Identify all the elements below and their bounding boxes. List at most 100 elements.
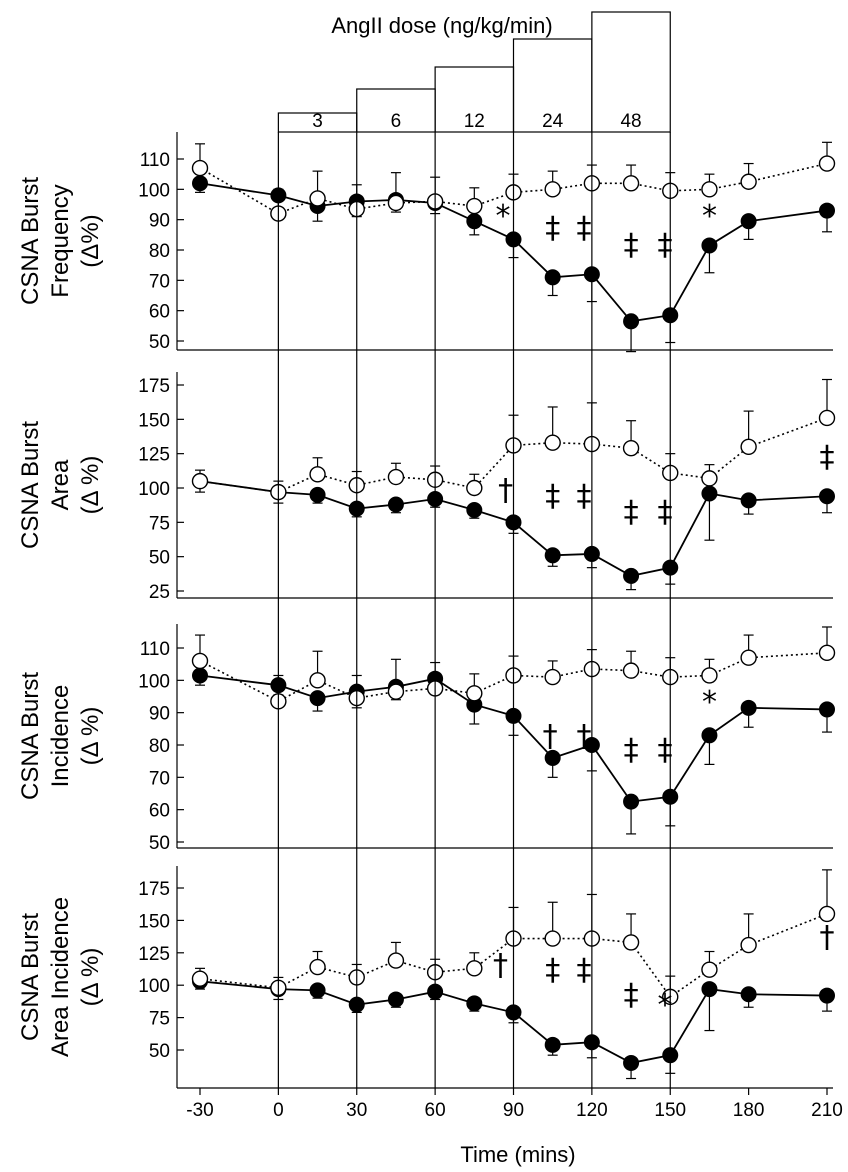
data-point-open	[544, 434, 561, 451]
series-line-dotted	[199, 162, 828, 215]
y-tick-label: 50	[149, 1041, 170, 1062]
data-point-filled	[701, 981, 718, 998]
significance-marker: ‡	[577, 953, 592, 988]
y-tick-label: 100	[138, 671, 170, 692]
y-tick-label: 100	[138, 479, 170, 500]
y-tick-label: 100	[138, 180, 170, 201]
data-point-filled	[623, 793, 640, 810]
data-point-filled	[623, 567, 640, 584]
panels: 50 60 70 80 90 100 110 CSNA Burst Frequency (Δ%) *…	[17, 132, 836, 1089]
y-tick-label: 75	[149, 513, 170, 534]
y-tick-label: 60	[149, 302, 170, 323]
data-point-open	[309, 958, 326, 976]
data-point-open	[387, 468, 405, 486]
panel-4: 50 75 100 125 150 175 CSNA Burst Area Incidence…	[17, 866, 836, 1089]
x-tick-label: 60	[425, 1100, 446, 1121]
y-axis-label: Incidence	[47, 685, 74, 788]
y-axis-label: Frequency	[47, 184, 74, 297]
y-axis-label: CSNA Burst	[17, 913, 44, 1041]
dose-box	[591, 11, 671, 133]
data-point-filled	[544, 749, 561, 766]
data-point-open	[622, 439, 640, 457]
y-tick-label: 80	[149, 736, 170, 757]
y-axis-label: (Δ%)	[77, 214, 104, 267]
data-point-open	[701, 181, 718, 198]
significance-marker: ‡	[624, 495, 639, 530]
y-axis-label: CSNA Burst	[17, 421, 44, 549]
dose-label: 3	[312, 111, 323, 132]
data-point-filled	[192, 667, 208, 684]
y-tick-label: 60	[149, 801, 170, 822]
significance-marker: ‡	[624, 228, 639, 263]
significance-marker: †	[493, 948, 508, 983]
data-point-filled	[544, 269, 561, 286]
data-point-open	[622, 175, 640, 192]
significance-marker: ‡	[545, 211, 560, 246]
data-point-filled	[740, 699, 757, 716]
significance-marker: ‡	[577, 479, 592, 514]
significance-marker: ‡	[577, 211, 592, 246]
dose-label: 48	[620, 111, 641, 132]
data-point-filled	[387, 496, 404, 513]
y-axis-label: Area Incidence	[47, 897, 74, 1057]
dose-lines	[277, 132, 671, 1088]
significance-marker: †	[543, 719, 558, 754]
significance-marker: *	[702, 199, 717, 234]
data-point-open	[466, 685, 483, 702]
y-tick-label: 70	[149, 271, 170, 292]
y-axis-label: (Δ %)	[77, 456, 104, 515]
data-point-open	[818, 644, 836, 662]
x-tick-label: -30	[186, 1100, 213, 1121]
y-axis-label: (Δ %)	[77, 707, 104, 766]
significance-marker: ‡	[624, 733, 639, 768]
data-point-filled	[309, 690, 326, 707]
data-point-open	[544, 668, 561, 686]
y-tick-label: 25	[149, 582, 170, 603]
x-tick-label: 150	[654, 1100, 686, 1121]
x-tick-label: 180	[733, 1100, 765, 1121]
data-point-filled	[740, 986, 757, 1003]
data-point-open	[466, 479, 483, 497]
dose-label: 24	[542, 111, 564, 132]
x-axis: -30 0 30 60 90 120 150 180 210	[186, 1088, 843, 1121]
data-point-open	[740, 173, 757, 190]
y-tick-label: 75	[149, 1009, 170, 1030]
data-point-open	[466, 197, 483, 215]
y-tick-label: 70	[149, 768, 170, 789]
y-tick-label: 150	[138, 410, 170, 431]
data-point-open	[191, 472, 209, 490]
data-point-open	[818, 409, 836, 427]
y-axis-label: Area	[47, 459, 74, 510]
data-point-filled	[623, 313, 640, 330]
significance-marker: ‡	[820, 440, 835, 475]
series-open	[191, 869, 836, 1006]
y-tick-label: 110	[140, 639, 170, 660]
significance-marker: ‡	[624, 978, 639, 1013]
data-point-open	[740, 936, 757, 954]
data-point-filled	[819, 701, 835, 718]
data-point-open	[191, 159, 209, 177]
y-tick-label: 50	[149, 833, 170, 854]
data-point-open	[701, 667, 718, 684]
data-point-open	[740, 438, 757, 455]
significance-marker: ‡	[658, 228, 673, 263]
significance-marker: ‡	[658, 495, 673, 530]
series-line-dotted	[199, 652, 828, 703]
data-point-open	[309, 466, 326, 483]
data-point-filled	[192, 175, 208, 192]
y-tick-label: 90	[149, 704, 170, 725]
data-point-filled	[701, 727, 718, 744]
dose-label: 12	[464, 111, 485, 132]
data-point-filled	[387, 991, 404, 1008]
y-tick-label: 150	[138, 911, 170, 932]
significance-marker: *	[658, 988, 673, 1023]
y-tick-label: 125	[138, 944, 170, 965]
significance-marker: †	[820, 920, 835, 955]
data-point-open	[818, 905, 836, 923]
panel-2: 25 50 75 100 125 150 175 CSNA Burst Area (Δ %) † ‡ ‡…	[17, 372, 836, 603]
y-tick-label: 90	[149, 211, 170, 232]
x-tick-label: 120	[576, 1100, 608, 1121]
x-axis-label: Time (mins)	[460, 1142, 575, 1167]
significance-marker: ‡	[545, 479, 560, 514]
